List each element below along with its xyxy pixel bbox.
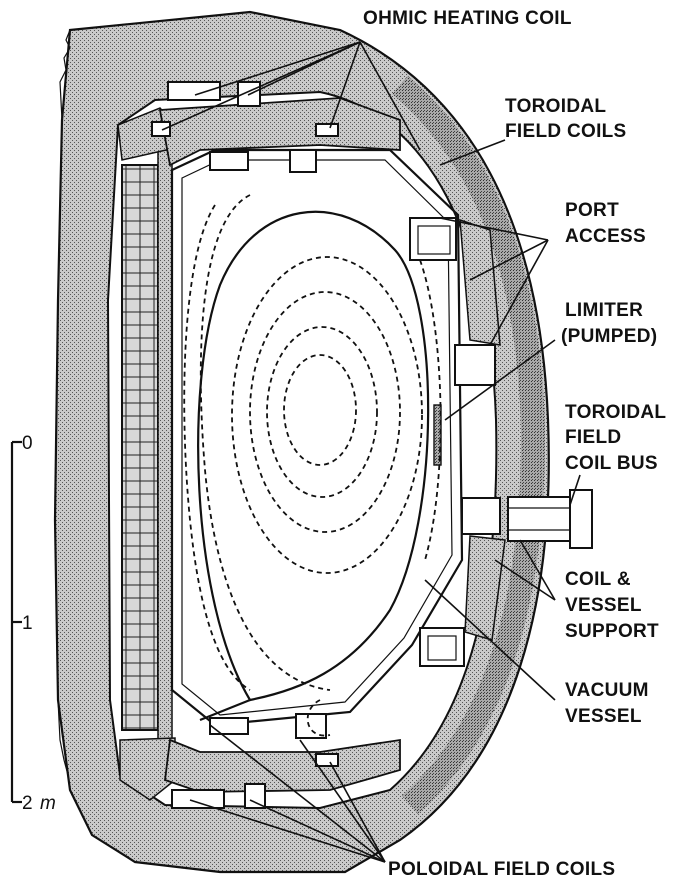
label-vacuum-2: VESSEL: [565, 706, 642, 727]
leader-lines: [161, 41, 581, 863]
label-tf-bus-3: COIL BUS: [565, 453, 658, 474]
label-support-3: SUPPORT: [565, 621, 659, 642]
port-access-boxes: [409, 217, 506, 667]
label-port-2: ACCESS: [565, 226, 646, 247]
labels: OHMIC HEATING COIL TOROIDAL FIELD COILS …: [363, 8, 666, 880]
label-ohmic-heating-coil: OHMIC HEATING COIL: [363, 8, 572, 29]
label-toroidal-field-1: TOROIDAL: [505, 96, 606, 117]
label-limiter-1: LIMITER: [565, 300, 643, 321]
scale-label-2: 2: [22, 793, 33, 814]
vacuum-vessel: [170, 148, 464, 739]
limiter: [433, 404, 442, 466]
flux-surfaces: [183, 194, 442, 737]
scale-unit: m: [40, 793, 56, 814]
toroidal-field-coil-bus: [507, 489, 593, 549]
coil-cavity: [106, 90, 498, 810]
label-support-2: VESSEL: [565, 595, 642, 616]
lower-structure: [164, 738, 401, 809]
ohmic-heating-coil-column: [117, 107, 176, 801]
scale-label-0: 0: [22, 433, 33, 454]
label-support-1: COIL &: [565, 569, 631, 590]
label-tf-bus-2: FIELD: [565, 427, 621, 448]
label-tf-bus-1: TOROIDAL: [565, 402, 666, 423]
plasma-separatrix: [197, 210, 430, 702]
label-toroidal-field-2: FIELD COILS: [505, 121, 627, 142]
upper-structure: [151, 81, 401, 167]
label-limiter-2: (PUMPED): [561, 326, 657, 347]
scale-bar: 0 1 2 m: [10, 433, 56, 814]
scale-label-1: 1: [22, 613, 33, 634]
label-vacuum-1: VACUUM: [565, 680, 649, 701]
label-poloidal-field-coils: POLOIDAL FIELD COILS: [388, 859, 615, 880]
label-port-1: PORT: [565, 200, 619, 221]
